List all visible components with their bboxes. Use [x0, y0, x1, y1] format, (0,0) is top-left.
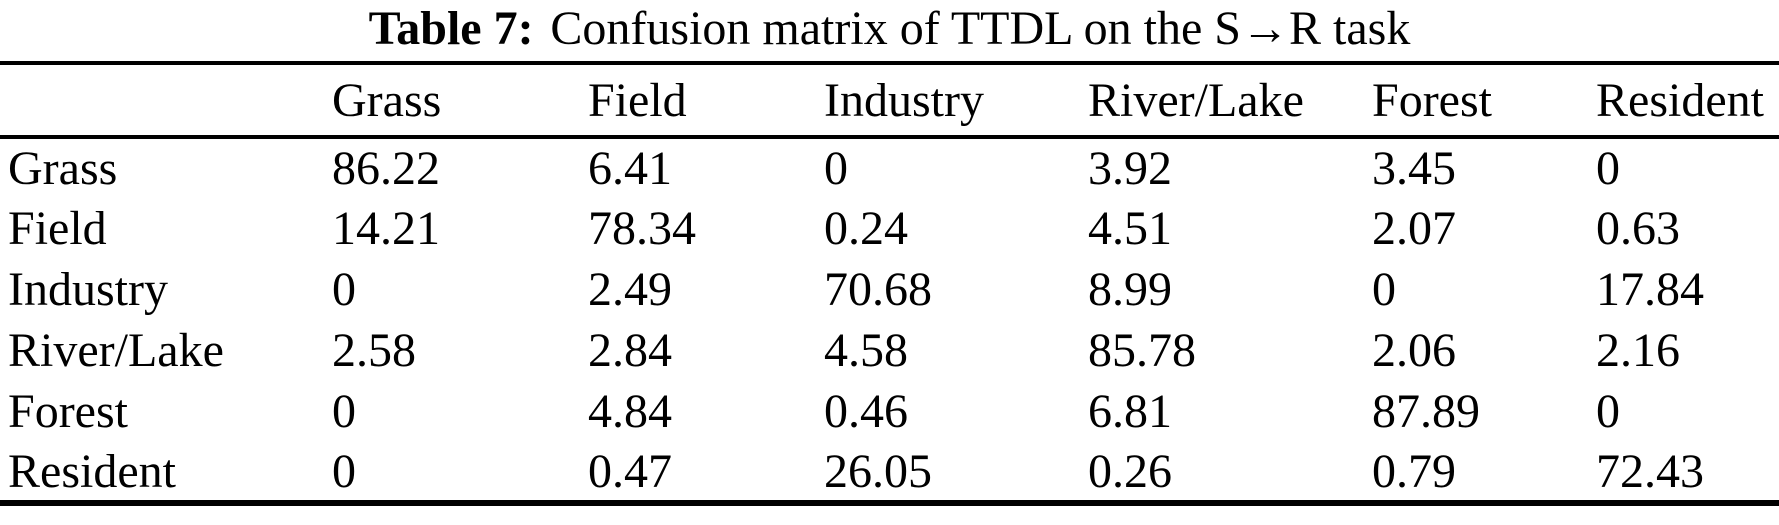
row-header: Field	[8, 202, 107, 255]
table-cell: 0	[1372, 263, 1396, 316]
column-header: Forest	[1372, 73, 1492, 127]
table-cell: 87.89	[1372, 385, 1480, 438]
table-row: River/Lake 2.58 2.84 4.58 85.78 2.06 2.1…	[0, 320, 1779, 381]
row-header: Industry	[8, 263, 168, 316]
table-caption-text: Confusion matrix of TTDL on the S→R task	[550, 2, 1411, 55]
row-header: Resident	[8, 444, 176, 498]
corner-cell	[0, 63, 332, 137]
table-cell: 6.81	[1088, 385, 1172, 438]
table-cell: 0	[1596, 385, 1620, 438]
column-header: Grass	[332, 73, 442, 127]
table-cell: 2.49	[588, 263, 672, 316]
table-cell: 4.84	[588, 385, 672, 438]
table-row: Industry 0 2.49 70.68 8.99 0 17.84	[0, 259, 1779, 320]
table-cell: 0	[1596, 142, 1620, 195]
table-cell: 0	[824, 142, 848, 195]
table-row: Resident 0 0.47 26.05 0.26 0.79 72.43	[0, 442, 1779, 503]
row-header: River/Lake	[8, 324, 224, 377]
table-row: Grass 86.22 6.41 0 3.92 3.45 0	[0, 137, 1779, 198]
table-cell: 3.92	[1088, 142, 1172, 195]
table-cell: 4.51	[1088, 202, 1172, 255]
table-cell: 85.78	[1088, 324, 1196, 377]
table-cell: 3.45	[1372, 142, 1456, 195]
row-header: Grass	[8, 142, 118, 195]
confusion-matrix-table: Grass Field Industry River/Lake Forest R…	[0, 61, 1779, 506]
table-cell: 0	[332, 444, 356, 498]
table-row: Field 14.21 78.34 0.24 4.51 2.07 0.63	[0, 198, 1779, 259]
table-cell: 0.24	[824, 202, 908, 255]
header-row: Grass Field Industry River/Lake Forest R…	[0, 63, 1779, 137]
table-cell: 2.16	[1596, 324, 1680, 377]
table-caption-number: Table 7:	[368, 2, 534, 55]
table-cell: 70.68	[824, 263, 932, 316]
table-cell: 0.63	[1596, 202, 1680, 255]
table-cell: 26.05	[824, 444, 932, 498]
table-cell: 78.34	[588, 202, 696, 255]
table-cell: 2.07	[1372, 202, 1456, 255]
column-header: Resident	[1596, 73, 1764, 127]
table-cell: 17.84	[1596, 263, 1704, 316]
table-cell: 4.58	[824, 324, 908, 377]
table-cell: 14.21	[332, 202, 440, 255]
row-header: Forest	[8, 385, 128, 438]
table-row: Forest 0 4.84 0.46 6.81 87.89 0	[0, 381, 1779, 442]
table-cell: 6.41	[588, 142, 672, 195]
table-cell: 86.22	[332, 142, 440, 195]
table-cell: 8.99	[1088, 263, 1172, 316]
table-cell: 0.46	[824, 385, 908, 438]
table-caption: Table 7: Confusion matrix of TTDL on the …	[0, 0, 1779, 58]
column-header: River/Lake	[1088, 73, 1304, 127]
table-cell: 72.43	[1596, 444, 1704, 498]
table-cell: 2.06	[1372, 324, 1456, 377]
table-cell: 2.58	[332, 324, 416, 377]
table-cell: 0	[332, 263, 356, 316]
table-cell: 0.26	[1088, 444, 1172, 498]
table-cell: 2.84	[588, 324, 672, 377]
column-header: Industry	[824, 73, 984, 127]
table-cell: 0	[332, 385, 356, 438]
table-cell: 0.47	[588, 444, 672, 498]
table-cell: 0.79	[1372, 444, 1456, 498]
column-header: Field	[588, 73, 687, 127]
